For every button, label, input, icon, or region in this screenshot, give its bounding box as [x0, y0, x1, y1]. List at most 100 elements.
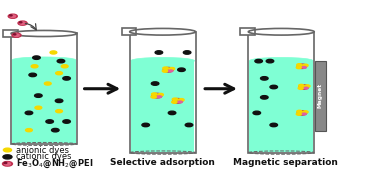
Circle shape [35, 94, 42, 97]
Circle shape [297, 64, 307, 68]
FancyBboxPatch shape [3, 30, 17, 37]
Circle shape [29, 73, 36, 77]
Circle shape [10, 15, 12, 16]
Circle shape [5, 163, 10, 165]
Circle shape [299, 84, 304, 87]
Circle shape [14, 34, 16, 35]
Text: Magnetic separation: Magnetic separation [232, 158, 338, 167]
Circle shape [168, 111, 176, 115]
Circle shape [20, 22, 25, 24]
Circle shape [270, 123, 277, 127]
Circle shape [158, 96, 161, 98]
FancyBboxPatch shape [240, 28, 255, 35]
Circle shape [10, 15, 15, 17]
Circle shape [299, 112, 305, 114]
Circle shape [55, 99, 63, 102]
Ellipse shape [131, 57, 194, 64]
Circle shape [152, 93, 162, 98]
Circle shape [169, 68, 175, 70]
Circle shape [255, 59, 262, 63]
Circle shape [163, 68, 173, 72]
Text: anionic dyes: anionic dyes [16, 145, 69, 155]
Circle shape [63, 120, 70, 123]
Circle shape [185, 123, 193, 127]
Circle shape [297, 111, 307, 115]
Ellipse shape [12, 57, 76, 63]
Circle shape [8, 14, 17, 18]
Circle shape [33, 56, 40, 59]
Circle shape [26, 129, 33, 132]
Circle shape [162, 70, 168, 72]
Circle shape [169, 70, 173, 72]
Text: cationic dyes: cationic dyes [16, 152, 71, 161]
Circle shape [4, 162, 7, 164]
Circle shape [260, 77, 268, 80]
Circle shape [179, 99, 184, 101]
Polygon shape [131, 61, 194, 152]
Circle shape [270, 85, 277, 89]
Circle shape [18, 21, 27, 25]
Circle shape [297, 110, 302, 113]
Ellipse shape [248, 28, 314, 35]
Circle shape [14, 34, 19, 36]
Circle shape [154, 94, 160, 97]
Circle shape [31, 65, 38, 68]
Circle shape [61, 65, 68, 68]
Circle shape [142, 123, 149, 127]
Circle shape [296, 66, 302, 69]
Circle shape [305, 85, 310, 87]
Circle shape [172, 98, 178, 101]
Circle shape [166, 68, 171, 71]
Circle shape [163, 67, 168, 69]
Circle shape [299, 85, 308, 89]
Circle shape [35, 106, 42, 109]
Circle shape [12, 33, 21, 37]
Circle shape [158, 93, 163, 96]
Circle shape [50, 51, 57, 54]
Polygon shape [130, 32, 195, 153]
Circle shape [173, 98, 183, 103]
Circle shape [253, 111, 260, 115]
Circle shape [44, 82, 51, 85]
Circle shape [63, 77, 70, 80]
Circle shape [3, 161, 12, 166]
FancyBboxPatch shape [314, 61, 326, 131]
Ellipse shape [130, 28, 195, 35]
Polygon shape [249, 61, 313, 152]
Circle shape [299, 65, 305, 68]
Circle shape [297, 64, 302, 66]
Circle shape [51, 128, 59, 132]
Circle shape [266, 59, 274, 63]
Circle shape [56, 110, 62, 113]
Circle shape [296, 113, 302, 115]
Polygon shape [12, 60, 76, 143]
Circle shape [151, 96, 156, 98]
Circle shape [56, 72, 62, 75]
Circle shape [46, 120, 53, 123]
Text: Fe$_3$O$_4$@NH$_2$@PEI: Fe$_3$O$_4$@NH$_2$@PEI [16, 158, 93, 170]
Circle shape [301, 86, 307, 88]
Circle shape [175, 100, 181, 102]
FancyBboxPatch shape [122, 28, 136, 35]
Circle shape [57, 59, 65, 63]
Text: Magnet: Magnet [318, 83, 323, 108]
Circle shape [302, 66, 306, 68]
Circle shape [304, 87, 308, 89]
Circle shape [183, 51, 191, 54]
Circle shape [155, 51, 163, 54]
Circle shape [260, 96, 268, 99]
Ellipse shape [249, 57, 313, 64]
Ellipse shape [11, 30, 77, 37]
Circle shape [152, 93, 157, 95]
Circle shape [298, 87, 304, 89]
Circle shape [178, 68, 185, 72]
Circle shape [303, 111, 308, 113]
Circle shape [178, 101, 182, 103]
Circle shape [172, 101, 177, 103]
Circle shape [303, 64, 308, 67]
Circle shape [20, 22, 22, 23]
Circle shape [302, 113, 306, 115]
Circle shape [3, 148, 12, 152]
Circle shape [3, 155, 12, 159]
Polygon shape [248, 32, 314, 153]
